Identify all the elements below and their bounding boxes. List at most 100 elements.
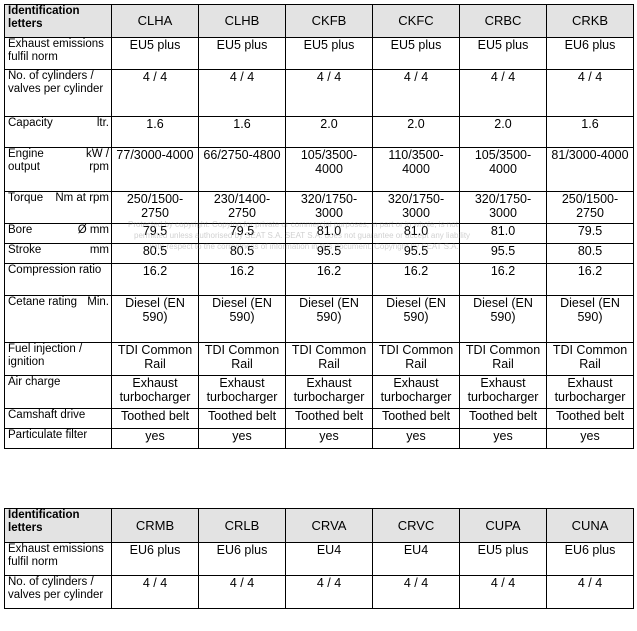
row-unit: Nm at rpm (55, 192, 109, 204)
value-cell: TDI Common Rail (198, 342, 286, 376)
row-label: Cetane rating (8, 296, 78, 308)
value-cell: 95.5 (285, 243, 373, 264)
value-cell: 105/3500-4000 (459, 147, 547, 192)
value-cell: yes (546, 428, 634, 449)
table-row: Torque Nm at rpm 250/1500-2750 230/1400-275… (4, 191, 634, 224)
value-cell: 1.6 (546, 116, 634, 148)
value-cell: 95.5 (372, 243, 460, 264)
table-row: No. of cylinders / valves per cylinder 4 … (4, 575, 634, 609)
row-label-cell: No. of cylinders / valves per cylinder (4, 575, 112, 609)
value-cell: EU4 (372, 542, 460, 576)
value-cell: 105/3500-4000 (285, 147, 373, 192)
row-unit: mm (89, 244, 109, 256)
value-cell: yes (198, 428, 286, 449)
value-cell: 4 / 4 (372, 575, 460, 609)
value-cell: Toothed belt (285, 408, 373, 429)
value-cell: Toothed belt (111, 408, 199, 429)
value-cell: 110/3500-4000 (372, 147, 460, 192)
row-label-cell: Camshaft drive (4, 408, 112, 429)
value-cell: Diesel (EN 590) (285, 295, 373, 343)
value-cell: 80.5 (546, 243, 634, 264)
row-label-cell: Exhaust emissions fulfil norm (4, 37, 112, 70)
value-cell: Diesel (EN 590) (459, 295, 547, 343)
engine-code-cell: CUNA (546, 508, 634, 543)
value-cell: 230/1400-2750 (198, 191, 286, 224)
value-cell: EU5 plus (372, 37, 460, 70)
value-cell: EU6 plus (546, 37, 634, 70)
engine-code-cell: CRMB (111, 508, 199, 543)
value-cell: EU4 (285, 542, 373, 576)
value-cell: 81.0 (285, 223, 373, 244)
engine-code-cell: CLHB (198, 4, 286, 38)
row-label-cell: Torque Nm at rpm (4, 191, 112, 224)
row-label-cell: Exhaust emissions fulfil norm (4, 542, 112, 576)
value-cell: EU5 plus (459, 37, 547, 70)
value-cell: Diesel (EN 590) (198, 295, 286, 343)
table-row: Compression ratio 16.2 16.2 16.2 16.2 16.2 16.… (4, 263, 634, 296)
value-cell: 16.2 (111, 263, 199, 296)
value-cell: 320/1750-3000 (459, 191, 547, 224)
value-cell: EU6 plus (546, 542, 634, 576)
value-cell: 80.5 (198, 243, 286, 264)
value-cell: yes (372, 428, 460, 449)
table-row: Stroke mm 80.5 80.5 95.5 95.5 95.5 80.5 (4, 243, 634, 264)
row-label-cell: Air charge (4, 375, 112, 409)
value-cell: 320/1750-3000 (372, 191, 460, 224)
value-cell: 16.2 (285, 263, 373, 296)
value-cell: TDI Common Rail (459, 342, 547, 376)
value-cell: TDI Common Rail (546, 342, 634, 376)
row-label: Bore (8, 224, 33, 236)
value-cell: 250/1500-2750 (111, 191, 199, 224)
row-label-cell: Stroke mm (4, 243, 112, 264)
value-cell: 2.0 (372, 116, 460, 148)
table-row: Fuel injection / ignition TDI Common Rail… (4, 342, 634, 376)
identification-letters-label: Identification letters (4, 4, 112, 38)
value-cell: Exhaust turbocharger (285, 375, 373, 409)
value-cell: 16.2 (459, 263, 547, 296)
header-row: Identification letters CRMB CRLB CRVA CRVC CU… (4, 508, 634, 543)
value-cell: 16.2 (198, 263, 286, 296)
row-label-cell: Capacity ltr. (4, 116, 112, 148)
value-cell: 320/1750-3000 (285, 191, 373, 224)
table-row: No. of cylinders / valves per cylinder 4 … (4, 69, 634, 117)
table-row: Air charge Exhaust turbocharger Exhaust tu… (4, 375, 634, 409)
value-cell: 1.6 (111, 116, 199, 148)
value-cell: 81/3000-4000 (546, 147, 634, 192)
value-cell: Toothed belt (546, 408, 634, 429)
value-cell: 2.0 (459, 116, 547, 148)
value-cell: yes (459, 428, 547, 449)
row-label-cell: Bore Ø mm (4, 223, 112, 244)
value-cell: 77/3000-4000 (111, 147, 199, 192)
value-cell: Toothed belt (372, 408, 460, 429)
value-cell: 79.5 (111, 223, 199, 244)
value-cell: 81.0 (372, 223, 460, 244)
value-cell: TDI Common Rail (111, 342, 199, 376)
value-cell: TDI Common Rail (285, 342, 373, 376)
value-cell: 250/1500-2750 (546, 191, 634, 224)
value-cell: EU5 plus (198, 37, 286, 70)
value-cell: Diesel (EN 590) (111, 295, 199, 343)
engine-code-cell: CRVC (372, 508, 460, 543)
table-row: Particulate filter yes yes yes yes yes yes (4, 428, 634, 449)
identification-letters-label: Identification letters (4, 508, 112, 543)
value-cell: Exhaust turbocharger (111, 375, 199, 409)
value-cell: 81.0 (459, 223, 547, 244)
engine-code-cell: CRLB (198, 508, 286, 543)
value-cell: Exhaust turbocharger (546, 375, 634, 409)
value-cell: 4 / 4 (198, 575, 286, 609)
engine-code-cell: CUPA (459, 508, 547, 543)
engine-data-table-1: Identification letters CLHA CLHB CKFB CKFC CR… (4, 4, 634, 449)
value-cell: yes (111, 428, 199, 449)
value-cell: 4 / 4 (459, 575, 547, 609)
row-label-cell: Cetane rating Min. (4, 295, 112, 343)
engine-code-cell: CKFB (285, 4, 373, 38)
value-cell: 4 / 4 (111, 575, 199, 609)
value-cell: Exhaust turbocharger (372, 375, 460, 409)
value-cell: Exhaust turbocharger (198, 375, 286, 409)
value-cell: 16.2 (372, 263, 460, 296)
value-cell: Diesel (EN 590) (546, 295, 634, 343)
row-unit: ltr. (96, 117, 109, 129)
row-label-cell: Fuel injection / ignition (4, 342, 112, 376)
value-cell: 4 / 4 (546, 575, 634, 609)
table-row: Capacity ltr. 1.6 1.6 2.0 2.0 2.0 1.6 (4, 116, 634, 148)
